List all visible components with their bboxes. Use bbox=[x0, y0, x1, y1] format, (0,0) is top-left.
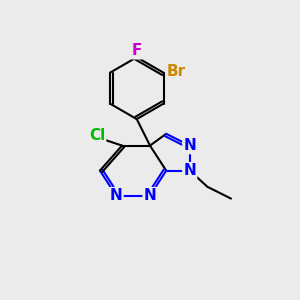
Text: Br: Br bbox=[166, 64, 185, 79]
Text: Cl: Cl bbox=[89, 128, 105, 143]
Text: N: N bbox=[110, 188, 122, 203]
Text: N: N bbox=[144, 188, 156, 203]
Text: N: N bbox=[183, 163, 196, 178]
Text: F: F bbox=[132, 43, 142, 58]
Text: N: N bbox=[183, 138, 196, 153]
